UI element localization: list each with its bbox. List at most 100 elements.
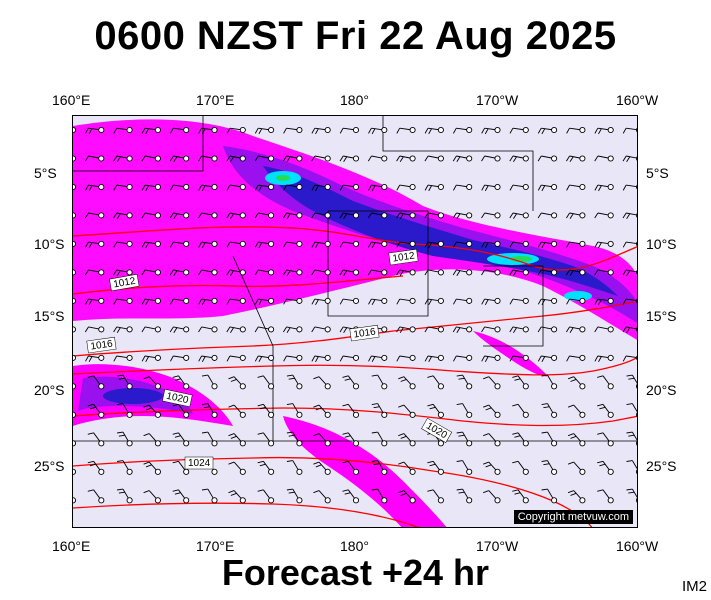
wind-barb	[228, 376, 246, 390]
wind-barb	[512, 403, 529, 418]
wind-barb	[283, 326, 303, 333]
bottom-lon-label-180: 180°	[340, 538, 369, 554]
wind-barb	[483, 490, 501, 504]
isobar-label-group: 1016	[349, 324, 380, 342]
wind-barb	[367, 269, 388, 276]
wind-barb	[84, 155, 105, 162]
wind-barb	[566, 183, 586, 191]
wind-barb	[367, 155, 388, 162]
wind-barb	[541, 403, 558, 418]
wind-barb	[622, 355, 637, 362]
wind-barb	[452, 326, 473, 333]
wind-barb	[424, 354, 444, 363]
wind-barb	[257, 375, 275, 390]
wind-barb	[313, 461, 331, 475]
wind-barb	[257, 432, 275, 447]
wind-barb	[626, 431, 637, 446]
wind-barb	[424, 269, 444, 276]
wind-barb	[567, 376, 586, 390]
wind-barb	[594, 269, 614, 276]
wind-barb	[481, 269, 501, 276]
wind-barb	[396, 326, 416, 333]
wind-barb	[85, 297, 105, 306]
wind-barb	[626, 488, 637, 503]
wind-barb	[481, 326, 501, 333]
map-title: 0600 NZST Fri 22 Aug 2025	[94, 14, 617, 58]
wind-barb	[85, 126, 105, 135]
wind-barb	[73, 497, 77, 504]
wind-barb	[226, 183, 246, 191]
wind-barb	[113, 240, 133, 248]
wind-barb	[170, 126, 190, 134]
wind-barb	[622, 127, 637, 134]
rain-core-cyan-3	[564, 291, 592, 301]
wind-barb	[537, 126, 558, 135]
forecast-map: 1012 1012 1016 1016 1020 1020	[72, 115, 638, 528]
wind-barb	[396, 297, 416, 305]
wind-barb	[143, 490, 161, 504]
wind-barb	[342, 375, 360, 390]
wind-barb	[597, 489, 614, 504]
wind-barb	[286, 488, 303, 504]
wind-barb	[113, 155, 133, 163]
wind-barb	[453, 126, 473, 134]
wind-barb	[537, 354, 558, 363]
isobar-1016-b	[73, 356, 637, 376]
wind-barb	[311, 155, 331, 162]
wind-barb	[509, 326, 529, 333]
right-lat-label-5s: 5°S	[646, 165, 669, 181]
left-lat-label-15s: 15°S	[34, 308, 65, 324]
wind-barb	[453, 183, 473, 191]
wind-barb	[481, 240, 501, 249]
wind-barb	[481, 126, 501, 135]
wind-barb	[170, 354, 190, 362]
wind-barb	[283, 126, 303, 134]
wind-barb	[226, 269, 246, 276]
wind-barb	[339, 183, 360, 191]
wind-barb	[481, 155, 501, 162]
wind-barb	[371, 431, 388, 447]
wind-barb	[481, 183, 501, 192]
isobar-label-group: 1020	[421, 417, 453, 443]
isobar-label: 1016	[90, 339, 114, 353]
wind-barb	[283, 212, 303, 219]
wind-barb	[85, 240, 105, 249]
wind-barb	[424, 126, 444, 135]
wind-barb	[396, 269, 416, 276]
wind-barb	[456, 431, 473, 447]
wind-barb	[566, 269, 586, 276]
isobar-label-group: 1012	[109, 273, 140, 292]
wind-barb	[198, 183, 218, 192]
wind-barb	[113, 297, 133, 305]
wind-barb	[286, 431, 303, 447]
isobar-labels: 1012 1012 1016 1016 1020 1020	[86, 248, 453, 470]
wind-barb	[453, 354, 473, 362]
wind-barb	[339, 297, 360, 305]
wind-barb	[73, 212, 77, 219]
wind-barb	[456, 488, 473, 504]
rain-bands	[73, 119, 637, 527]
isobar-label: 1020	[165, 391, 189, 406]
wind-barb	[427, 375, 444, 390]
wind-barb	[424, 326, 444, 333]
wind-barb	[226, 354, 246, 362]
wind-barb	[512, 432, 529, 447]
isobar-1024-b	[73, 502, 420, 527]
wind-barb	[201, 431, 218, 447]
wind-barb	[73, 297, 77, 304]
wind-barb	[85, 354, 105, 363]
wind-barb	[483, 376, 501, 390]
wind-barb	[368, 183, 388, 192]
wind-barb	[311, 183, 331, 192]
wind-barb	[537, 240, 558, 249]
wind-barb	[566, 354, 586, 362]
wind-barb	[201, 488, 218, 504]
wind-barb	[339, 212, 360, 219]
wind-barb	[254, 126, 275, 135]
boundary-east	[483, 265, 544, 347]
wind-barb	[339, 155, 360, 163]
wind-barb	[626, 403, 637, 418]
wind-barb	[283, 269, 303, 276]
wind-barb	[509, 297, 529, 305]
wind-barb	[170, 240, 190, 248]
